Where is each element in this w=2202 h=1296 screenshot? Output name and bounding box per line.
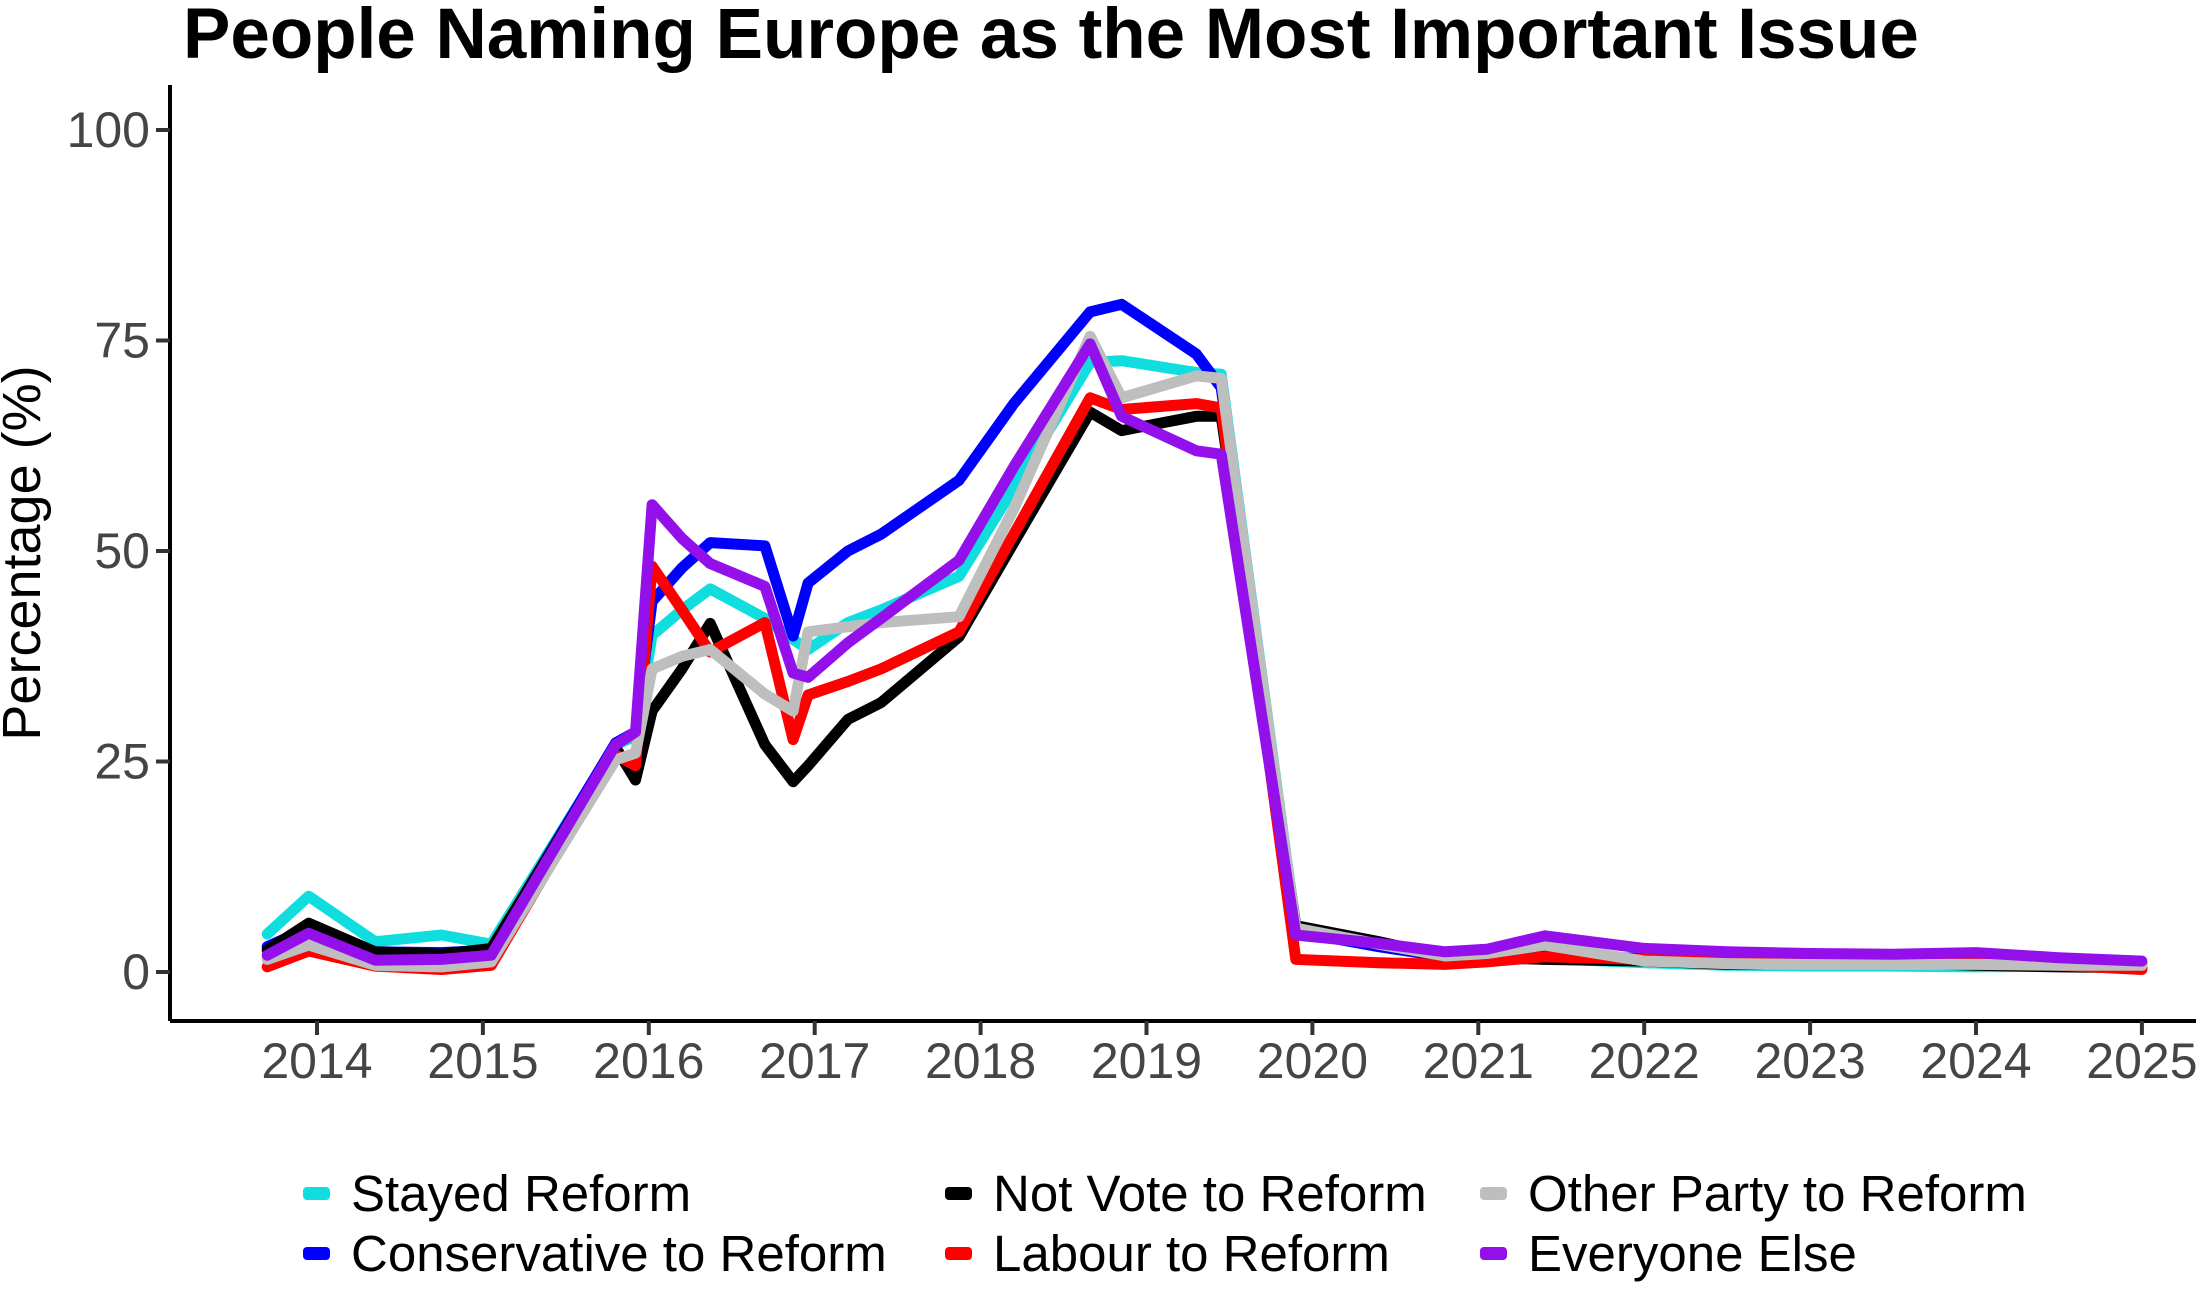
- legend-swatch-not-vote-to-reform: [945, 1186, 972, 1200]
- series-line-labour-to-reform: [261, 392, 2148, 975]
- legend-item-everyone-else: Everyone Else: [1480, 1224, 2027, 1283]
- legend-swatch-everyone-else: [1480, 1246, 1507, 1260]
- series-line-other-party-to-reform: [261, 330, 2148, 973]
- legend-swatch-stayed-reform: [303, 1186, 330, 1200]
- x-tick-label: 2022: [1589, 1033, 1700, 1089]
- legend-label: Not Vote to Reform: [993, 1164, 1427, 1222]
- legend-item-conservative-to-reform: Conservative to Reform: [303, 1224, 945, 1283]
- x-tick-label: 2015: [427, 1033, 538, 1089]
- x-tick-label: 2017: [759, 1033, 870, 1089]
- y-tick-label: 0: [122, 944, 150, 1000]
- legend-item-stayed-reform: Stayed Reform: [303, 1164, 945, 1223]
- y-tick-label: 75: [94, 313, 150, 369]
- series-line-not-vote-to-reform: [261, 406, 2148, 974]
- x-tick-label: 2021: [1423, 1033, 1534, 1089]
- x-tick-label: 2023: [1754, 1033, 1865, 1089]
- y-tick-label: 100: [67, 102, 150, 158]
- legend-swatch-other-party-to-reform: [1480, 1186, 1507, 1200]
- y-tick-label: 50: [94, 523, 150, 579]
- legend-swatch-conservative-to-reform: [303, 1246, 330, 1260]
- x-tick-label: 2024: [1920, 1033, 2031, 1089]
- x-tick-label: 2018: [925, 1033, 1036, 1089]
- legend-label: Other Party to Reform: [1528, 1164, 2027, 1222]
- x-tick-label: 2019: [1091, 1033, 1202, 1089]
- y-tick-label: 25: [94, 734, 150, 790]
- x-tick-label: 2020: [1257, 1033, 1368, 1089]
- y-axis-title: Percentage (%): [0, 365, 52, 740]
- x-tick-label: 2016: [593, 1033, 704, 1089]
- legend-label: Stayed Reform: [351, 1164, 692, 1222]
- legend-swatch-labour-to-reform: [945, 1246, 972, 1260]
- series-line-everyone-else: [261, 338, 2148, 967]
- x-tick-label: 2014: [261, 1033, 372, 1089]
- chart-legend: Stayed Reform Conservative to Reform Not V…: [303, 1163, 2027, 1283]
- legend-label: Conservative to Reform: [351, 1224, 887, 1282]
- legend-item-labour-to-reform: Labour to Reform: [945, 1224, 1480, 1283]
- legend-item-not-vote-to-reform: Not Vote to Reform: [945, 1164, 1480, 1223]
- legend-item-other-party-to-reform: Other Party to Reform: [1480, 1164, 2027, 1223]
- line-chart-canvas: 0 25 50 75 100 2014 2015 2016 2017 2018 2019 2020 20…: [0, 85, 2198, 1089]
- legend-label: Labour to Reform: [993, 1224, 1390, 1282]
- legend-label: Everyone Else: [1528, 1224, 1857, 1282]
- x-tick-label: 2025: [2086, 1033, 2197, 1089]
- chart-title: People Naming Europe as the Most Importa…: [183, 0, 1919, 74]
